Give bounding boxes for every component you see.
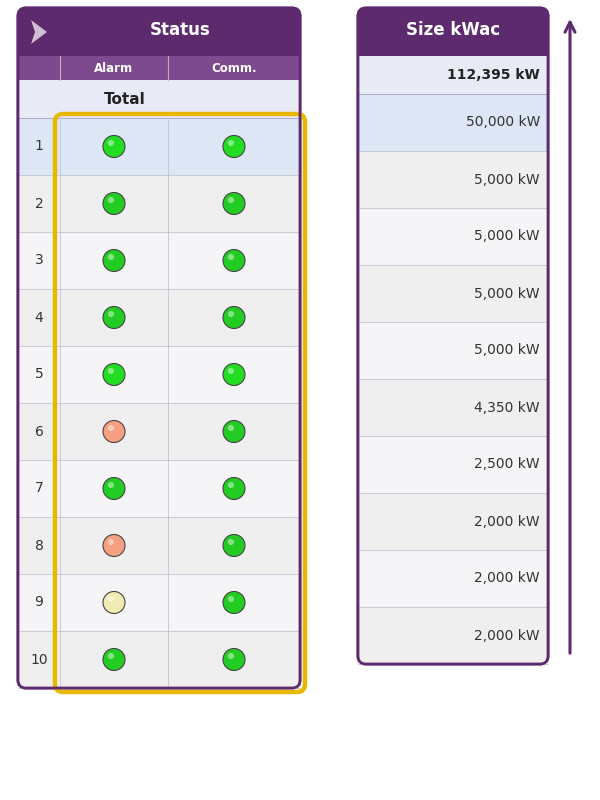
Bar	[358, 151, 548, 208]
Circle shape	[223, 193, 245, 214]
Text: 10: 10	[30, 653, 48, 666]
Text: Size kWac: Size kWac	[406, 21, 500, 38]
Circle shape	[103, 478, 125, 499]
Circle shape	[223, 478, 245, 499]
Circle shape	[223, 250, 245, 271]
Bar	[18, 631, 300, 688]
Bar	[358, 32, 548, 56]
Text: 4: 4	[35, 310, 43, 325]
Circle shape	[108, 197, 114, 203]
Bar	[18, 574, 300, 631]
Circle shape	[108, 140, 114, 146]
Bar	[358, 265, 548, 322]
Bar	[18, 80, 300, 118]
Circle shape	[228, 425, 234, 431]
Text: 2,000 kW: 2,000 kW	[475, 629, 540, 642]
Circle shape	[228, 596, 234, 602]
Bar	[358, 493, 548, 550]
Circle shape	[108, 539, 114, 545]
Circle shape	[223, 135, 245, 158]
Bar	[358, 322, 548, 379]
Text: 7: 7	[35, 482, 43, 495]
Circle shape	[228, 482, 234, 488]
FancyBboxPatch shape	[18, 8, 300, 688]
Circle shape	[223, 363, 245, 386]
Text: 9: 9	[35, 595, 43, 610]
Circle shape	[103, 534, 125, 557]
Text: 5,000 kW: 5,000 kW	[475, 286, 540, 301]
Bar	[18, 32, 300, 56]
Circle shape	[103, 363, 125, 386]
Circle shape	[228, 653, 234, 659]
Circle shape	[103, 306, 125, 329]
Bar	[358, 607, 548, 664]
Bar	[18, 403, 300, 460]
Bar	[18, 232, 300, 289]
Bar	[358, 436, 548, 493]
Polygon shape	[31, 20, 47, 44]
Circle shape	[108, 368, 114, 374]
Circle shape	[108, 311, 114, 317]
Text: 5: 5	[35, 367, 43, 382]
Bar	[358, 56, 548, 94]
Text: 2: 2	[35, 197, 43, 210]
Circle shape	[228, 311, 234, 317]
Text: 5,000 kW: 5,000 kW	[475, 230, 540, 243]
Circle shape	[103, 193, 125, 214]
Circle shape	[103, 250, 125, 271]
Circle shape	[108, 254, 114, 260]
Bar	[358, 550, 548, 607]
Circle shape	[103, 135, 125, 158]
Text: 1: 1	[35, 139, 43, 154]
Circle shape	[223, 306, 245, 329]
Text: 2,000 kW: 2,000 kW	[475, 571, 540, 586]
Circle shape	[223, 421, 245, 442]
Text: Status: Status	[149, 21, 211, 38]
Circle shape	[103, 649, 125, 670]
Text: 5,000 kW: 5,000 kW	[475, 343, 540, 358]
Bar	[358, 379, 548, 436]
Circle shape	[108, 425, 114, 431]
Circle shape	[108, 653, 114, 659]
Text: 50,000 kW: 50,000 kW	[466, 115, 540, 130]
Circle shape	[228, 368, 234, 374]
Bar	[18, 56, 300, 80]
Bar	[358, 94, 548, 151]
Bar	[18, 118, 300, 175]
Bar	[18, 346, 300, 403]
Bar	[18, 289, 300, 346]
Text: 3: 3	[35, 254, 43, 267]
FancyBboxPatch shape	[358, 8, 548, 56]
Circle shape	[228, 197, 234, 203]
FancyBboxPatch shape	[18, 8, 300, 56]
Circle shape	[108, 482, 114, 488]
Text: 2,000 kW: 2,000 kW	[475, 514, 540, 529]
Circle shape	[223, 649, 245, 670]
Text: 8: 8	[35, 538, 43, 553]
Circle shape	[223, 534, 245, 557]
Bar	[358, 208, 548, 265]
Text: 5,000 kW: 5,000 kW	[475, 173, 540, 186]
Circle shape	[228, 539, 234, 545]
Bar	[18, 460, 300, 517]
FancyBboxPatch shape	[358, 8, 548, 664]
Text: 4,350 kW: 4,350 kW	[475, 401, 540, 414]
Text: 2,500 kW: 2,500 kW	[475, 458, 540, 471]
Circle shape	[108, 596, 114, 602]
Circle shape	[228, 140, 234, 146]
Text: Comm.: Comm.	[211, 62, 257, 74]
Circle shape	[103, 421, 125, 442]
Text: Alarm: Alarm	[94, 62, 134, 74]
Bar	[18, 175, 300, 232]
Text: 6: 6	[35, 425, 43, 438]
Text: Total: Total	[104, 91, 146, 106]
Bar	[18, 517, 300, 574]
Text: 112,395 kW: 112,395 kW	[447, 68, 540, 82]
Circle shape	[223, 591, 245, 614]
Circle shape	[103, 591, 125, 614]
Circle shape	[228, 254, 234, 260]
